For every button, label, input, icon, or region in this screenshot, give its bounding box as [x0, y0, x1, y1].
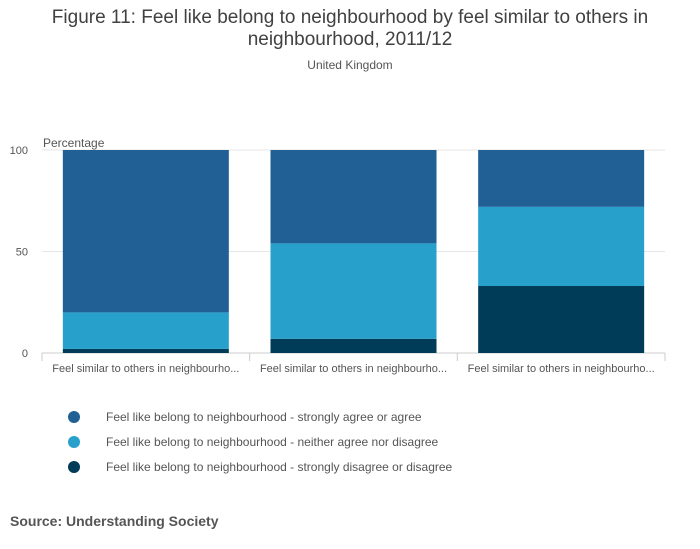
legend-label: Feel like belong to neighbourhood - neit…	[106, 434, 439, 449]
stacked-bar-chart: 0 50 100 Percentage Feel similar to others i…	[10, 136, 666, 375]
source-note: Source: Understanding Society	[10, 513, 219, 529]
legend-label: Feel like belong to neighbourhood - stro…	[106, 459, 453, 474]
y-axis-label: Percentage	[43, 136, 105, 150]
bar-segment	[62, 150, 229, 313]
chart-subtitle: United Kingdom	[307, 58, 393, 72]
chart-title: Figure 11: Feel like belong to neighbour…	[51, 7, 649, 50]
bar-segment	[478, 286, 645, 353]
x-tick-label: Feel similar to others in neighbourho...	[468, 363, 655, 375]
x-tick-label: Feel similar to others in neighbourho...	[260, 363, 447, 375]
legend-item[interactable]: Feel like belong to neighbourhood - stro…	[62, 454, 452, 479]
legend-label: Feel like belong to neighbourhood - stro…	[106, 409, 422, 424]
bar-segment	[62, 312, 229, 349]
y-tick-label: 50	[16, 247, 28, 259]
legend-marker-icon	[68, 410, 80, 423]
legend-marker-icon	[68, 435, 80, 448]
x-tick-label: Feel similar to others in neighbourho...	[52, 363, 239, 375]
legend-marker-icon	[68, 460, 80, 473]
bar-segment	[478, 206, 645, 287]
y-tick-label: 0	[22, 348, 28, 360]
legend-item[interactable]: Feel like belong to neighbourhood - neit…	[62, 429, 452, 454]
chart-legend: Feel like belong to neighbourhood - stro…	[62, 404, 452, 479]
bar-segment	[478, 150, 645, 207]
bar-segment	[270, 338, 437, 353]
bar-segment	[270, 150, 437, 244]
y-tick-label: 100	[10, 145, 28, 157]
legend-item[interactable]: Feel like belong to neighbourhood - stro…	[62, 404, 452, 429]
bar-segment	[270, 243, 437, 339]
bar-segment	[62, 348, 229, 353]
